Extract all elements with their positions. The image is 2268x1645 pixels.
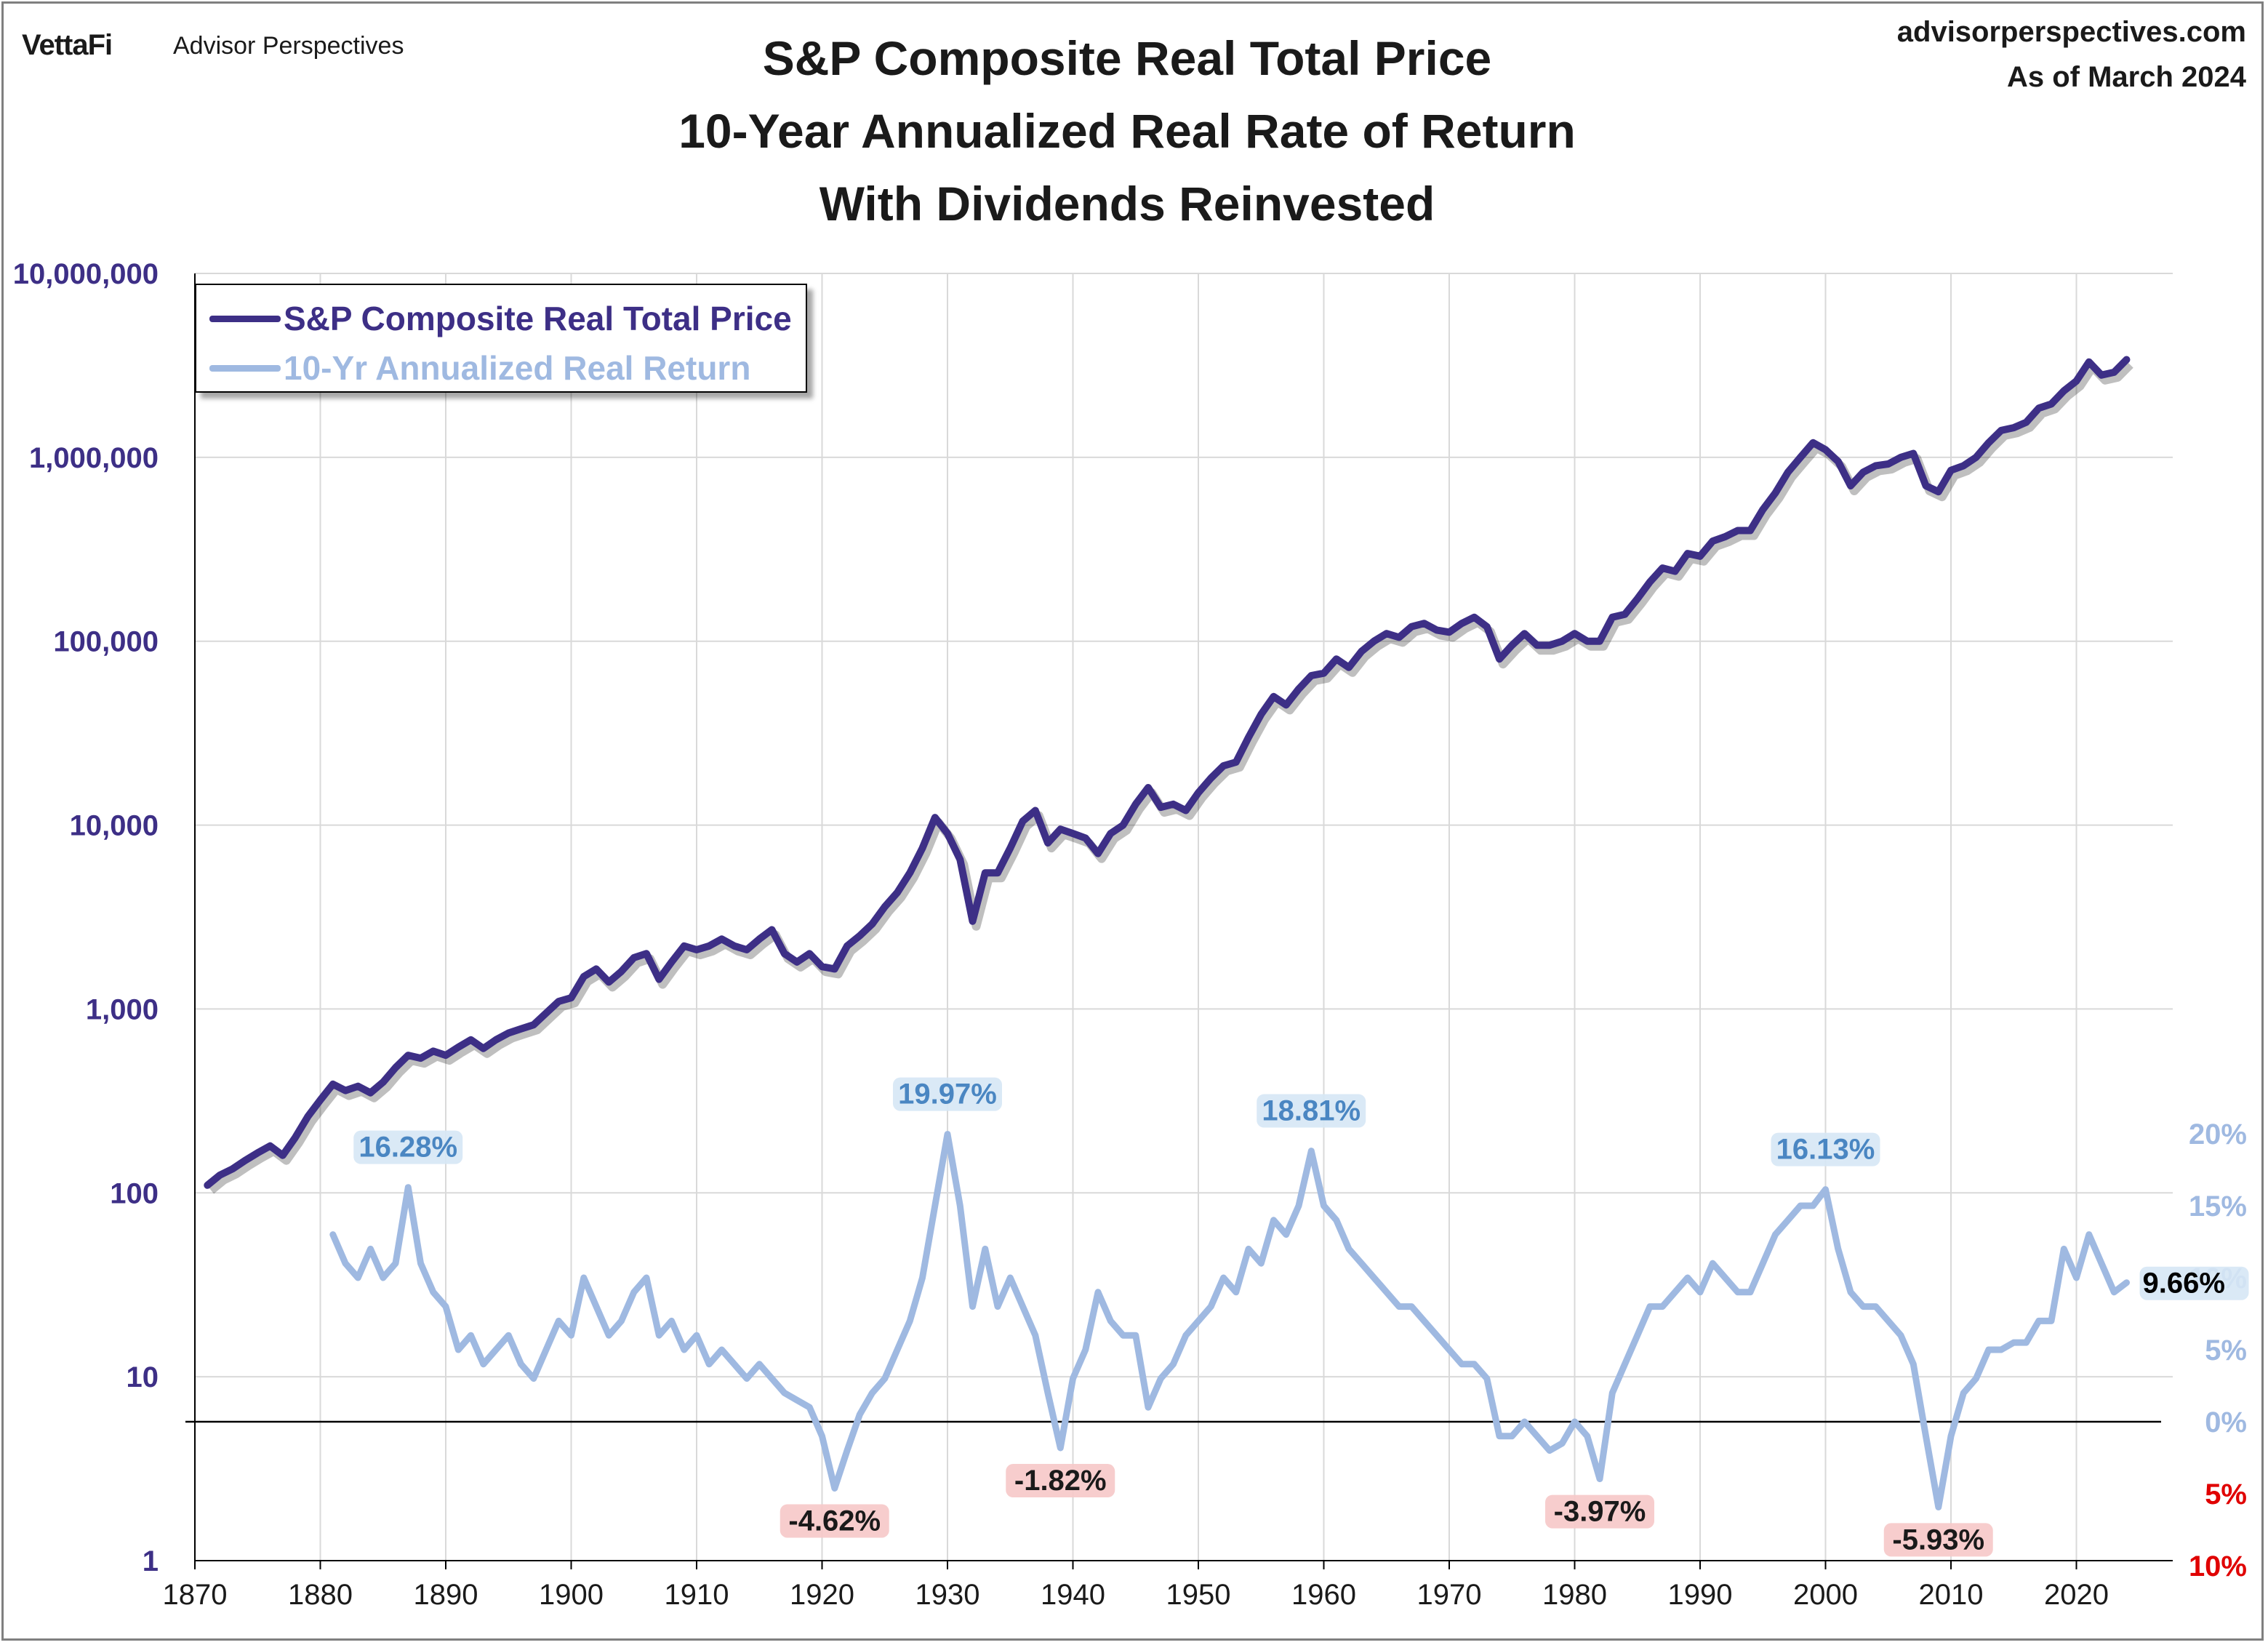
x-tick-label: 2010	[1919, 1579, 1984, 1611]
annotation-label: -4.62%	[788, 1505, 881, 1537]
legend-item-price: S&P Composite Real Total Price	[209, 297, 792, 340]
x-tick-label: 1950	[1166, 1579, 1231, 1611]
brand-logo: VettaFi	[22, 29, 113, 61]
x-tick-label: 1930	[915, 1579, 980, 1611]
left-axis-label: 10,000	[70, 810, 159, 842]
x-tick-label: 1880	[288, 1579, 353, 1611]
left-axis-label: 1,000	[86, 993, 159, 1025]
annotation-bg	[780, 1504, 889, 1538]
x-tick-label: 1970	[1417, 1579, 1482, 1611]
x-tick-label: 1990	[1668, 1579, 1733, 1611]
right-axis-label: 15%	[2189, 1190, 2247, 1222]
chart-title-line-3: With Dividends Reinvested	[819, 177, 1435, 231]
x-tick-label: 1870	[163, 1579, 228, 1611]
brand-subtitle: Advisor Perspectives	[173, 32, 404, 60]
series-shadow-price	[208, 361, 2133, 1194]
x-tick-label: 2000	[1793, 1579, 1858, 1611]
left-axis-label: 10	[127, 1361, 159, 1393]
annotation-bg	[1257, 1094, 1366, 1128]
annotation-bg	[353, 1130, 463, 1164]
annotation-label: -5.93%	[1892, 1524, 1984, 1556]
x-tick-label: 1900	[539, 1579, 604, 1611]
annotation-label: -3.97%	[1554, 1496, 1646, 1528]
x-tick-label: 1940	[1041, 1579, 1105, 1611]
chart-legend: S&P Composite Real Total Price 10-Yr Ann…	[195, 284, 807, 393]
legend-label-price: S&P Composite Real Total Price	[284, 300, 792, 337]
right-axis-label: 10%	[2189, 1550, 2247, 1582]
annotation-bg	[2139, 1266, 2249, 1300]
annotation-bg	[1006, 1464, 1115, 1498]
annotation-label: -1.82%	[1014, 1465, 1107, 1497]
annotation-label: 16.13%	[1776, 1134, 1875, 1166]
annotation-label: 18.81%	[1262, 1095, 1361, 1127]
right-axis-label: 5%	[2205, 1334, 2247, 1366]
left-axis-label: 10,000,000	[13, 258, 159, 290]
right-axis-label: 0%	[2205, 1406, 2247, 1438]
right-axis-label: 5%	[2205, 1478, 2247, 1510]
x-tick-label: 1960	[1291, 1579, 1356, 1611]
legend-swatch-price	[209, 315, 281, 322]
legend-swatch-return	[209, 364, 281, 372]
series-line-return	[329, 1131, 2130, 1510]
annotation-bg	[1771, 1132, 1880, 1166]
annotation-label: 16.28%	[358, 1132, 457, 1164]
annotation-label: 9.66%	[2143, 1268, 2225, 1300]
x-tick-label: 2020	[2044, 1579, 2109, 1611]
chart-title-line-2: 10-Year Annualized Real Rate of Return	[678, 104, 1576, 158]
site-url: advisorperspectives.com	[1896, 16, 2246, 48]
x-tick-label: 1890	[414, 1579, 478, 1611]
x-tick-label: 1920	[790, 1579, 854, 1611]
left-axis-label: 1	[143, 1545, 159, 1577]
series-line-price	[204, 356, 2131, 1189]
left-axis-label: 100,000	[53, 626, 159, 658]
left-axis-label: 1,000,000	[29, 442, 159, 474]
legend-item-return: 10-Yr Annualized Real Return	[209, 346, 750, 390]
annotation-bg	[1883, 1523, 1993, 1557]
legend-label-return: 10-Yr Annualized Real Return	[284, 349, 751, 387]
chart-title-line-1: S&P Composite Real Total Price	[762, 31, 1492, 85]
annotation-bg	[1545, 1494, 1654, 1529]
x-tick-label: 1980	[1542, 1579, 1607, 1611]
annotation-bg	[893, 1077, 1002, 1111]
as-of-date: As of March 2024	[2006, 61, 2246, 93]
annotation-label: 19.97%	[898, 1078, 997, 1110]
x-tick-label: 1910	[665, 1579, 729, 1611]
left-axis-label: 100	[110, 1177, 159, 1209]
right-axis-label: 20%	[2189, 1118, 2247, 1150]
